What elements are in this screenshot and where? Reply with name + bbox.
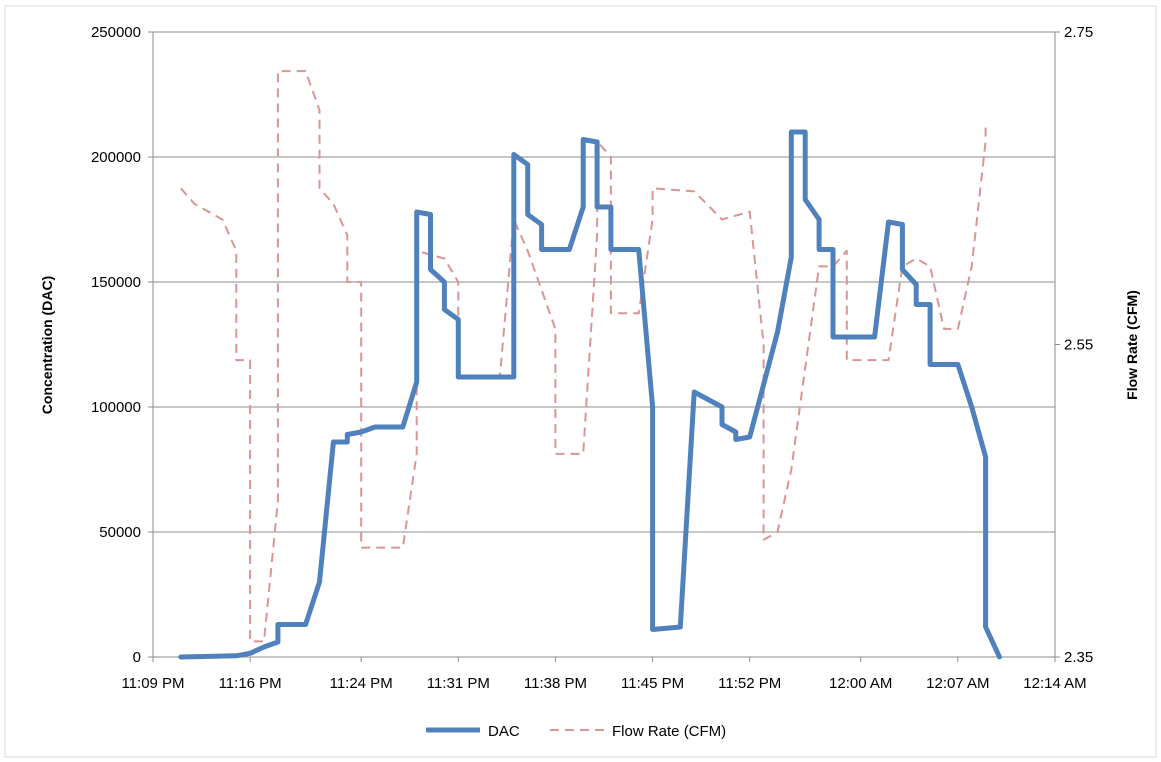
x-tick-label: 11:38 PM	[524, 675, 587, 692]
y-axis-ticks: 0 50000 100000 150000 200000 250000	[91, 24, 141, 666]
x-axis-ticks: 11:09 PM 11:16 PM 11:24 PM 11:31 PM 11:38 PM…	[121, 675, 1086, 692]
x-tick-label: 11:09 PM	[121, 675, 184, 692]
y2-tick-label: 2.55	[1064, 337, 1093, 354]
y2-tick-label: 2.35	[1064, 649, 1093, 666]
y2-axis-title: Flow Rate (CFM)	[1124, 290, 1140, 400]
legend: DAC Flow Rate (CFM)	[426, 723, 726, 740]
y-tick-label: 150000	[91, 274, 141, 291]
x-tick-label: 12:00 AM	[829, 675, 892, 692]
gridlines	[153, 31, 1055, 533]
series-line-flow-rate	[180, 70, 987, 643]
y-axis-title: Concentration (DAC)	[39, 276, 55, 414]
series-line-dac	[178, 129, 1002, 660]
y-tick-label: 0	[133, 649, 141, 666]
legend-label-dac: DAC	[488, 723, 520, 740]
y2-tick-label: 2.75	[1064, 24, 1093, 41]
y-tick-label: 100000	[91, 399, 141, 416]
x-tick-label: 12:07 AM	[926, 675, 989, 692]
axes	[148, 31, 1060, 662]
y-tick-label: 200000	[91, 149, 141, 166]
x-tick-label: 12:14 AM	[1023, 675, 1086, 692]
x-tick-label: 11:45 PM	[621, 675, 684, 692]
y-tick-label: 250000	[91, 24, 141, 41]
x-tick-label: 11:24 PM	[330, 675, 393, 692]
series-layer	[178, 70, 1002, 660]
y2-axis-ticks: 2.35 2.55 2.75	[1064, 24, 1093, 666]
chart-border	[4, 5, 1157, 758]
y-tick-label: 50000	[99, 524, 141, 541]
x-tick-label: 11:31 PM	[427, 675, 490, 692]
legend-label-flow-rate: Flow Rate (CFM)	[612, 723, 726, 740]
x-tick-label: 11:52 PM	[718, 675, 781, 692]
x-tick-label: 11:16 PM	[219, 675, 282, 692]
